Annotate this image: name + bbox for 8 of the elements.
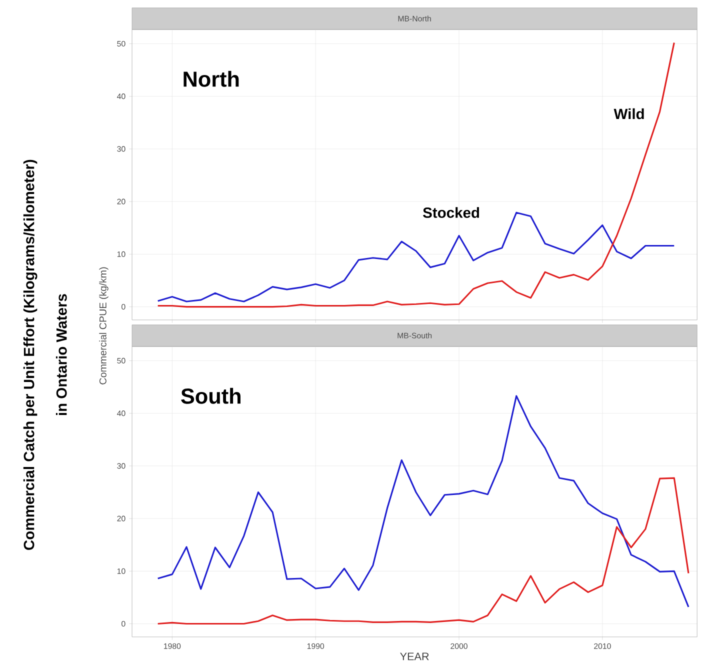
y-axis-title: Commercial CPUE (kg/km) [99, 267, 108, 384]
x-axis-title: YEAR [400, 652, 429, 660]
series-label: Stocked [423, 206, 480, 218]
series-label: Wild [614, 108, 644, 119]
annotation: South [181, 388, 240, 404]
annotation: North [184, 70, 239, 87]
text: Commercial Catch per Unit Effort (Kilograms/Kilometer) [23, 160, 38, 550]
text: in Ontario Waters [56, 294, 67, 415]
